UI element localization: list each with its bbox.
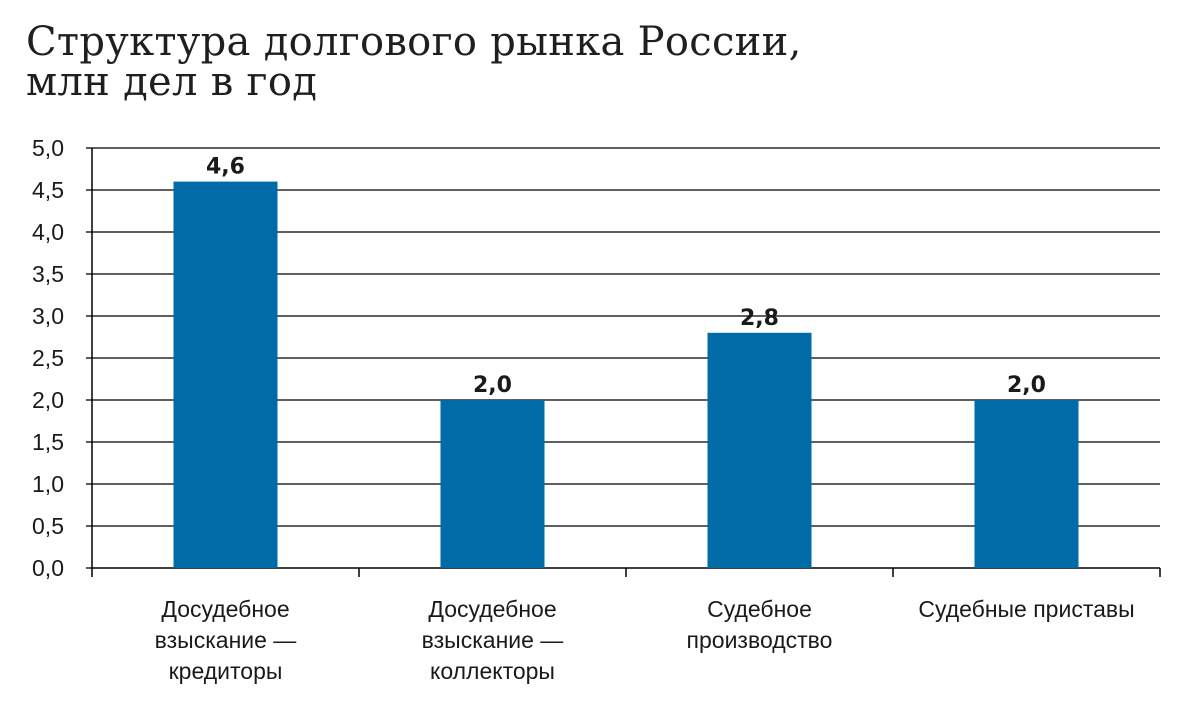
x-category-label: Судебное производство: [687, 596, 833, 653]
x-category-label-line: кредиторы: [169, 658, 283, 684]
y-tick-label: 3,0: [32, 303, 64, 329]
y-tick-label: 4,0: [32, 219, 64, 245]
x-category-label: Досудебное взыскание — коллекторы: [422, 596, 564, 684]
x-category-label-line: Досудебное: [428, 596, 556, 622]
x-category-label: Судебные приставы: [918, 596, 1134, 622]
x-category-label-line: Судебные приставы: [918, 596, 1134, 622]
x-category-label-line: коллекторы: [430, 658, 555, 684]
chart-title: Структура долгового рынка России, млн де…: [26, 22, 802, 102]
chart-title-line-2: млн дел в год: [26, 59, 318, 105]
y-tick-label: 1,0: [32, 471, 64, 497]
y-tick-label: 2,0: [32, 387, 64, 413]
y-tick-label: 4,5: [32, 177, 64, 203]
x-category-label: Досудебное взыскание — кредиторы: [155, 596, 297, 684]
bar: [173, 181, 278, 568]
data-label: 2,8: [740, 306, 779, 331]
chart-title-line-1: Структура долгового рынка России,: [26, 19, 802, 65]
y-tick-label: 1,5: [32, 429, 64, 455]
y-tick-label: 0,5: [32, 513, 64, 539]
x-category-label-line: взыскание —: [155, 627, 297, 653]
bar: [440, 400, 545, 568]
y-tick-label: 2,5: [32, 345, 64, 371]
bar: [707, 332, 812, 568]
data-label: 2,0: [1007, 373, 1046, 398]
data-label: 4,6: [206, 155, 245, 180]
x-category-label-line: производство: [687, 627, 833, 653]
x-category-label-line: взыскание —: [422, 627, 564, 653]
labels: 0,0 0,5 1,0 1,5 2,0 2,5 3,0 3,5 4,0 4,5 5,0 4,6 Досу…: [32, 135, 1135, 684]
data-label: 2,0: [473, 373, 512, 398]
bars: [173, 181, 1079, 568]
y-tick-label: 5,0: [32, 135, 64, 161]
y-tick-label: 0,0: [32, 555, 64, 581]
bar: [974, 400, 1079, 568]
y-tick-label: 3,5: [32, 261, 64, 287]
x-category-label-line: Досудебное: [161, 596, 289, 622]
x-category-label-line: Судебное: [707, 596, 812, 622]
